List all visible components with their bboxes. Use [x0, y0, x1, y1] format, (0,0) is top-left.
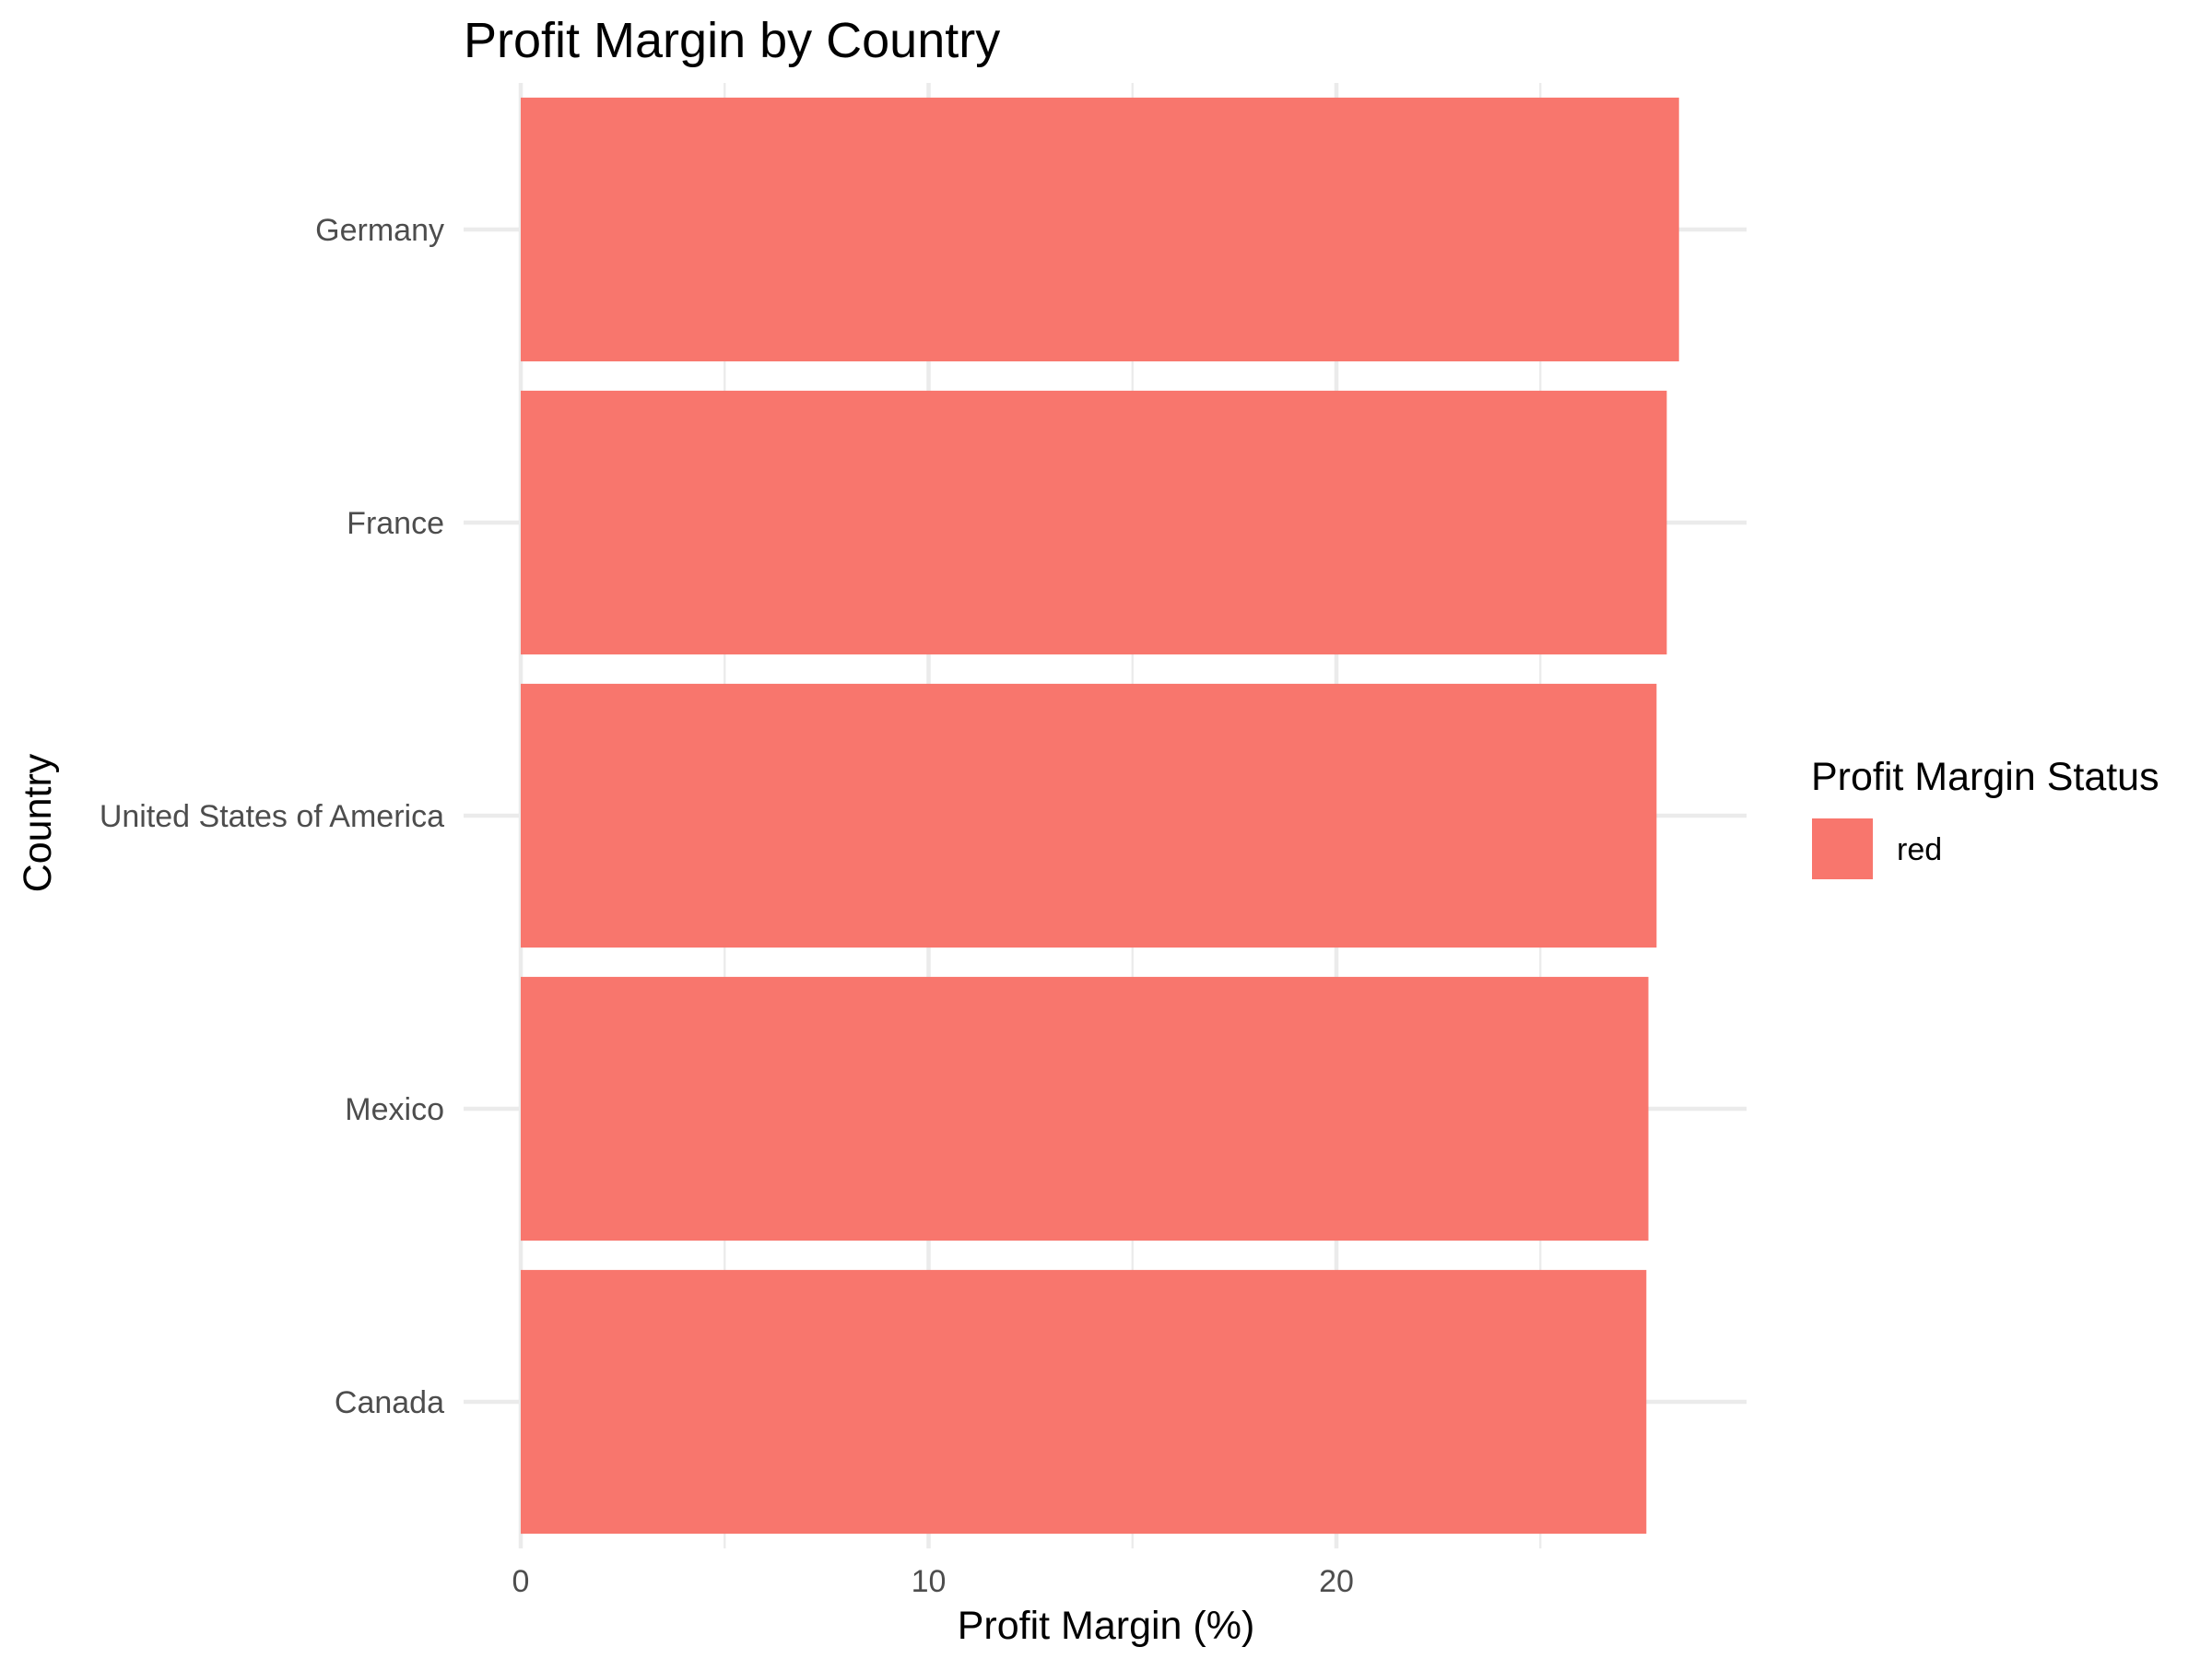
chart-title: Profit Margin by Country: [464, 13, 1000, 68]
x-tick-label: 20: [1319, 1564, 1354, 1599]
y-tick-label: France: [347, 506, 444, 541]
legend: Profit Margin Status red: [1811, 755, 2159, 879]
x-axis-title: Profit Margin (%): [958, 1604, 1255, 1648]
y-tick-label: Germany: [315, 213, 444, 248]
bar-canada: [521, 1269, 1647, 1535]
y-tick-labels: Canada Mexico United States of America Fran…: [100, 213, 444, 1420]
y-tick-label: Canada: [335, 1385, 444, 1420]
legend-label: red: [1897, 832, 1942, 867]
bar-germany: [521, 97, 1679, 362]
bar-united-states-of-america: [521, 683, 1657, 948]
bar-mexico: [521, 976, 1649, 1241]
bars: [521, 97, 1679, 1535]
x-tick-label: 0: [512, 1564, 530, 1599]
y-tick-label: Mexico: [345, 1092, 444, 1127]
y-tick-label: United States of America: [100, 799, 444, 834]
y-axis-title: Country: [16, 753, 60, 892]
x-tick-labels: 0 10 20: [512, 1564, 1354, 1599]
x-tick-label: 10: [912, 1564, 947, 1599]
bar-france: [521, 390, 1667, 655]
legend-swatch: [1812, 818, 1873, 879]
legend-title: Profit Margin Status: [1811, 755, 2159, 799]
